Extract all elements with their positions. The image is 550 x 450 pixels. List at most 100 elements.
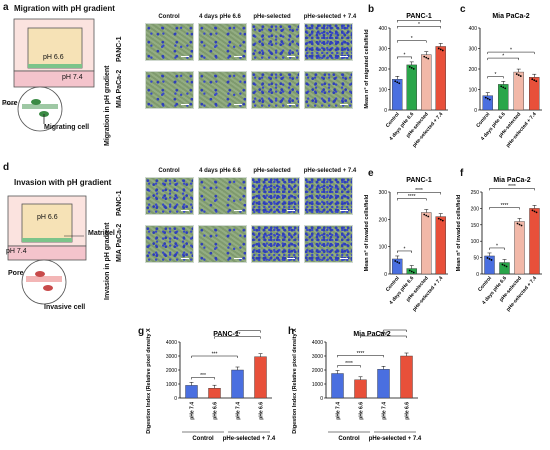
y-axis-label: Mean n° of migrated cells/field <box>364 29 370 108</box>
significance-bracket <box>191 377 215 380</box>
significance-label: *** <box>212 352 218 358</box>
data-point <box>423 55 426 58</box>
invasive-cell-label: Invasive cell <box>44 304 86 311</box>
data-point <box>437 47 440 50</box>
pore-label: Pore <box>8 270 24 277</box>
data-point <box>531 209 534 212</box>
chart-title: Mia PaCa-2 <box>493 177 530 184</box>
x-tick-label: pHe 7.4 <box>236 402 242 420</box>
bar <box>377 369 390 399</box>
significance-bracket <box>360 335 407 338</box>
data-point <box>441 219 444 222</box>
data-point <box>490 259 493 261</box>
y-tick-label: 3000 <box>312 354 323 360</box>
ph-74-label: pH 7.4 <box>62 74 83 81</box>
data-point <box>439 218 442 221</box>
significance-label: **** <box>508 184 516 190</box>
inv-col-control: Control <box>158 168 180 174</box>
significance-label: * <box>411 36 413 42</box>
mig-row-panc1: PANC-1 <box>116 36 123 62</box>
data-point <box>423 213 426 216</box>
inv-row-miapaca2: MIA PaCa-2 <box>116 223 123 262</box>
bar <box>499 262 510 275</box>
panel-a-title: Migration with pH gradient <box>14 4 115 13</box>
significance-label: **** <box>345 361 353 367</box>
bar <box>435 216 446 275</box>
significance-label: *** <box>235 332 241 338</box>
micrograph <box>251 177 300 215</box>
x-tick-label: pHe 6.6 <box>259 402 265 420</box>
data-point <box>535 211 538 214</box>
data-point <box>396 261 399 263</box>
chart-g: PANC-1 0 1000 2000 3000 4000 Digestion Index (… <box>146 328 276 442</box>
significance-bracket <box>397 192 441 195</box>
ph-66-label: pH 6.6 <box>37 214 58 221</box>
mig-col-selected: pHe-selected <box>253 14 291 20</box>
mig-col-selected74: pHe-selected + 7.4 <box>303 14 357 20</box>
significance-label: **** <box>380 332 388 338</box>
data-point <box>425 214 428 217</box>
panel-label-f: f <box>460 168 464 179</box>
x-tick-label: pHe 7.4 <box>190 402 196 420</box>
bar <box>406 64 417 111</box>
y-tick-label: 50 <box>473 256 479 262</box>
panel-label-a: a <box>3 2 9 13</box>
data-point <box>533 79 536 82</box>
data-point <box>410 67 413 69</box>
panel-label-b: b <box>368 4 375 15</box>
x-tick-label: pHe 6.6 <box>405 402 411 420</box>
data-point <box>486 257 489 259</box>
significance-label: **** <box>357 351 365 357</box>
ph-66-label: pH 6.6 <box>43 54 64 61</box>
inv-row-panc1: PANC-1 <box>116 190 123 216</box>
chart-title: Mia PaCa-2 <box>353 331 390 338</box>
y-tick-label: 400 <box>469 26 478 32</box>
bar <box>421 212 432 275</box>
bar <box>254 356 267 399</box>
ph-74-label: pH 7.4 <box>6 248 27 255</box>
significance-bracket <box>214 336 261 339</box>
significance-bracket <box>397 56 412 59</box>
bar <box>231 369 244 399</box>
data-point <box>515 73 518 75</box>
y-axis-label: Mean n° of invaded cells/field <box>456 195 462 272</box>
bar <box>400 355 413 399</box>
data-point <box>501 263 504 266</box>
data-point <box>425 56 428 59</box>
micrograph <box>251 225 300 263</box>
y-tick-label: 0 <box>476 272 479 278</box>
panel-d-title: Invasion with pH gradient <box>14 178 112 187</box>
y-tick-label: 200 <box>469 67 478 73</box>
micrograph <box>145 71 194 109</box>
significance-bracket <box>337 365 361 368</box>
micrograph <box>145 23 194 61</box>
panel-label-d: d <box>3 162 10 173</box>
significance-label: **** <box>415 188 423 194</box>
panel-label-h: h <box>288 326 295 337</box>
y-tick-label: 150 <box>471 223 480 229</box>
data-point <box>488 98 491 101</box>
y-tick-label: 300 <box>379 190 388 196</box>
data-point <box>427 57 430 60</box>
micrograph <box>145 225 194 263</box>
y-tick-label: 100 <box>379 88 388 94</box>
data-point <box>408 269 411 272</box>
significance-label: **** <box>501 203 509 209</box>
bar <box>185 385 198 399</box>
mig-group-label: Migration in pH gradient <box>104 65 111 147</box>
y-tick-label: 0 <box>384 272 387 278</box>
data-point <box>398 262 401 264</box>
group-label: pHe-selected + 7.4 <box>369 436 422 442</box>
data-point <box>484 96 487 99</box>
data-point <box>531 78 534 81</box>
invasion-schematic <box>7 195 87 305</box>
data-point <box>412 271 415 274</box>
significance-bracket <box>489 207 520 210</box>
data-point <box>396 81 399 84</box>
y-tick-label: 1000 <box>312 382 323 388</box>
data-point <box>394 260 397 262</box>
y-tick-label: 300 <box>469 47 478 53</box>
y-tick-label: 200 <box>379 217 388 223</box>
data-point <box>502 86 505 89</box>
mig-col-control: Control <box>158 14 180 20</box>
